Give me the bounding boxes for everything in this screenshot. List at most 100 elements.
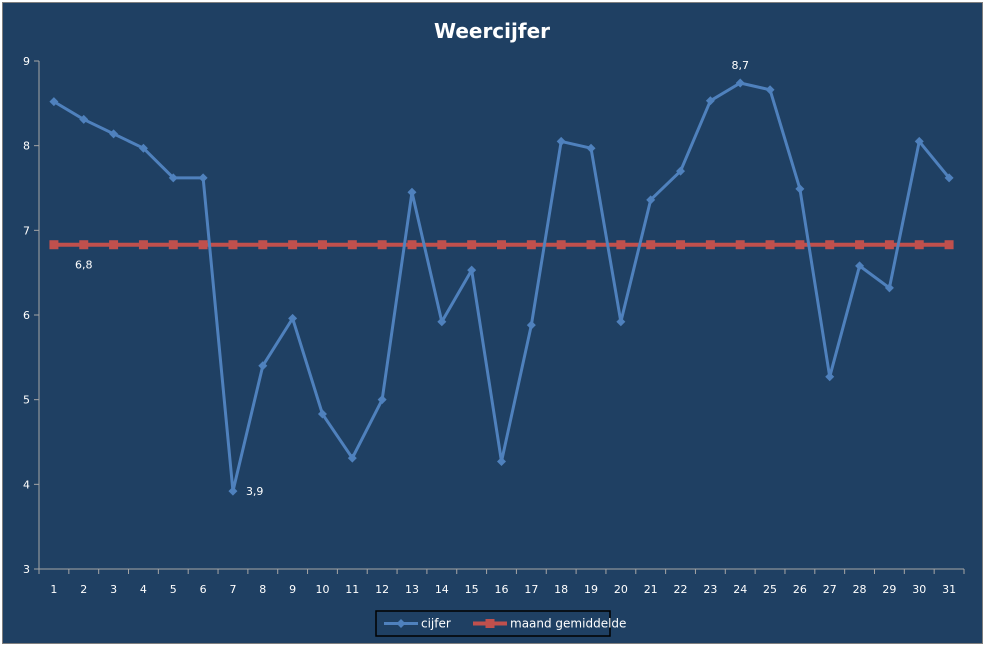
data-point <box>616 240 626 250</box>
data-point <box>855 261 865 271</box>
data-point <box>228 486 238 496</box>
data-point <box>288 313 298 323</box>
data-point <box>735 240 745 250</box>
data-point <box>765 240 775 250</box>
y-tick-label: 3 <box>23 563 30 576</box>
data-label: 6,8 <box>75 259 93 272</box>
legend-label: cijfer <box>421 617 451 631</box>
legend: cijfer maand gemiddelde <box>375 610 626 637</box>
data-labels: 8,7 3,9 6,8 <box>75 59 749 498</box>
x-tick-label: 2 <box>80 583 87 596</box>
data-point <box>288 240 298 250</box>
data-point <box>586 143 596 153</box>
series-maand-gemiddelde <box>49 240 954 250</box>
data-point <box>198 173 208 183</box>
data-point <box>407 240 417 250</box>
data-point <box>616 317 626 327</box>
x-tick-label: 26 <box>793 583 807 596</box>
data-point <box>437 317 447 327</box>
data-point <box>467 265 477 275</box>
x-tick-label: 21 <box>644 583 658 596</box>
data-point <box>914 136 924 146</box>
x-tick-label: 16 <box>495 583 509 596</box>
data-point <box>884 240 894 250</box>
data-point <box>586 240 596 250</box>
data-point <box>884 283 894 293</box>
x-tick-label: 11 <box>345 583 359 596</box>
x-tick-label: 7 <box>229 583 236 596</box>
data-point <box>347 240 357 250</box>
data-point <box>79 240 89 250</box>
data-point <box>377 395 387 405</box>
legend-swatch-marker <box>396 619 406 628</box>
x-tick-label: 10 <box>315 583 329 596</box>
data-point <box>556 240 566 250</box>
data-point <box>347 453 357 463</box>
data-point <box>855 240 865 250</box>
data-point <box>258 240 268 250</box>
chart-title: Weercijfer <box>434 19 550 43</box>
y-tick-label: 8 <box>23 140 30 153</box>
x-tick-label: 4 <box>140 583 147 596</box>
x-tick-label: 24 <box>733 583 747 596</box>
x-tick-label: 13 <box>405 583 419 596</box>
data-point <box>914 240 924 250</box>
data-point <box>407 187 417 197</box>
data-point <box>676 240 686 250</box>
data-point <box>467 240 477 250</box>
data-point <box>825 240 835 250</box>
data-point <box>526 240 536 250</box>
data-point <box>168 240 178 250</box>
x-tick-label: 3 <box>110 583 117 596</box>
data-point <box>228 240 238 250</box>
x-tick-label: 17 <box>524 583 538 596</box>
x-tick-label: 6 <box>200 583 207 596</box>
x-tick-label: 18 <box>554 583 568 596</box>
x-tick-label: 1 <box>50 583 57 596</box>
data-point <box>765 85 775 95</box>
x-tick-label: 19 <box>584 583 598 596</box>
y-tick-label: 4 <box>23 478 30 491</box>
legend-box <box>375 610 611 637</box>
legend-swatch-marker <box>485 619 495 628</box>
series-cijfer <box>49 78 954 496</box>
series-line <box>53 81 951 493</box>
x-tick-label: 15 <box>465 583 479 596</box>
data-point <box>109 129 119 139</box>
data-point <box>526 320 536 330</box>
x-tick-label: 12 <box>375 583 389 596</box>
data-point <box>79 114 89 124</box>
data-point <box>168 173 178 183</box>
data-point <box>497 456 506 466</box>
data-point <box>944 173 954 183</box>
data-point <box>497 240 506 250</box>
data-point <box>317 240 327 250</box>
data-label: 3,9 <box>246 485 263 498</box>
x-tick-label: 25 <box>763 583 777 596</box>
x-tick-label: 14 <box>435 583 449 596</box>
y-tick-label: 7 <box>23 224 30 237</box>
data-point <box>49 240 59 250</box>
x-tick-label: 23 <box>703 583 717 596</box>
x-tick-label: 27 <box>823 583 837 596</box>
data-point <box>556 136 566 146</box>
x-tick-label: 9 <box>289 583 296 596</box>
data-point <box>138 240 148 250</box>
data-point <box>646 240 656 250</box>
data-point <box>795 184 805 194</box>
y-tick-label: 5 <box>23 394 30 407</box>
y-tick-label: 6 <box>23 309 30 322</box>
data-point <box>795 240 805 250</box>
data-point <box>437 240 447 250</box>
x-tick-label: 28 <box>853 583 867 596</box>
y-tick-label: 9 <box>23 55 30 68</box>
x-tick-label: 30 <box>912 583 926 596</box>
data-point <box>735 78 745 88</box>
x-tick-label: 29 <box>882 583 896 596</box>
data-point <box>705 240 715 250</box>
data-point <box>109 240 119 250</box>
x-tick-label: 8 <box>259 583 266 596</box>
